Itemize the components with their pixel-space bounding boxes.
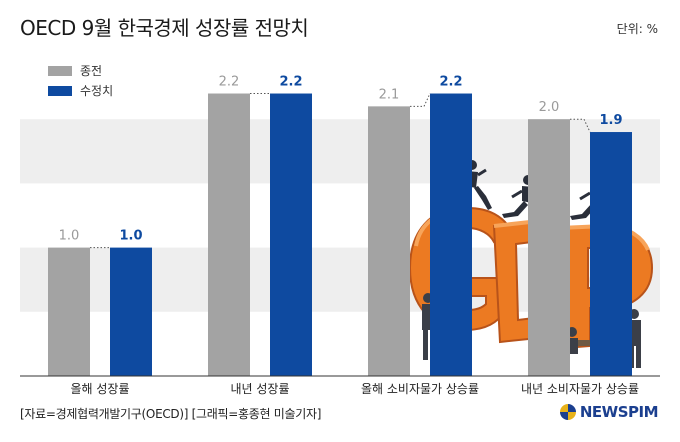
value-labels-layer: 1.0 1.0 2.2 2.2 2.1 2.2 2.0 1.9 [59,75,623,244]
connector-4 [570,118,591,133]
value-label-previous-3: 2.1 [379,87,400,102]
category-label-2: 내년 성장률 [230,382,289,396]
category-labels: 올해 성장률 내년 성장률 올해 소비자물가 상승률 내년 소비자물가 상승률 [70,382,639,396]
category-label-1: 올해 성장률 [70,382,129,396]
bar-previous-3 [368,106,410,377]
source-credit: [자료=경제협력개발기구(OECD)] [그래픽=홍종현 미술기자] [20,407,322,421]
newspim-logo: NEWSPIM [559,403,659,421]
bar-previous-1 [48,247,90,376]
newspim-logo-icon [559,404,576,420]
legend-label-2: 수정치 [80,84,113,98]
bar-previous-4 [528,119,570,376]
value-label-previous-2: 2.2 [219,75,240,90]
bar-revised-1 [110,247,152,376]
value-label-previous-4: 2.0 [539,100,560,115]
value-label-revised-4: 1.9 [599,113,622,128]
connector-3 [410,93,431,107]
value-label-revised-2: 2.2 [279,75,302,90]
bar-revised-2 [270,93,312,377]
legend-swatch-2 [48,86,72,96]
value-label-previous-1: 1.0 [59,229,80,244]
bar-previous-2 [208,93,250,377]
chart-title: OECD 9월 한국경제 성장률 전망치 [20,16,309,40]
legend-label-1: 종전 [80,64,102,78]
legend-swatch-1 [48,66,72,76]
value-label-revised-1: 1.0 [119,229,142,244]
newspim-logo-text: NEWSPIM [579,403,659,421]
bar-revised-4 [590,132,632,376]
value-label-revised-3: 2.2 [439,75,462,90]
bar-revised-3 [430,93,472,377]
unit-label: 단위: % [616,22,658,36]
connector-lines [90,93,591,249]
category-label-4: 내년 소비자물가 상승률 [521,382,639,396]
category-label-3: 올해 소비자물가 상승률 [361,382,479,396]
bars-layer [48,93,632,377]
